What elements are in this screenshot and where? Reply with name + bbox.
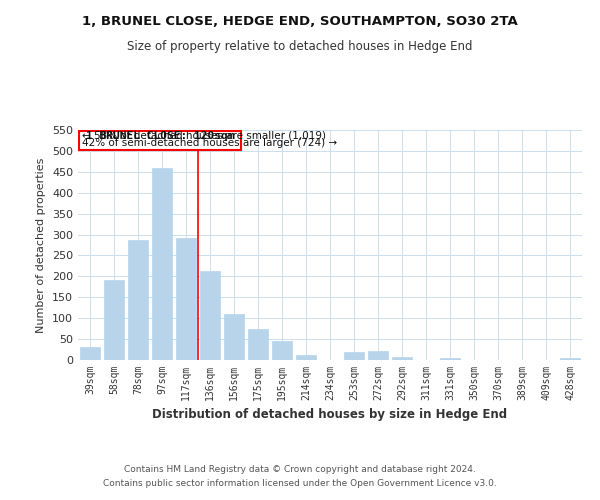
Y-axis label: Number of detached properties: Number of detached properties	[37, 158, 46, 332]
Bar	[440, 358, 460, 360]
Bar	[224, 314, 244, 360]
Bar	[80, 348, 100, 360]
Bar	[272, 341, 292, 360]
Bar	[128, 240, 148, 360]
Bar	[368, 351, 388, 360]
Bar	[296, 354, 316, 360]
Bar	[392, 356, 412, 360]
Bar	[152, 168, 172, 360]
Text: ← 58% of detached houses are smaller (1,019): ← 58% of detached houses are smaller (1,…	[82, 130, 326, 140]
Bar	[344, 352, 364, 360]
Bar	[560, 358, 580, 360]
Bar	[176, 238, 196, 360]
Bar	[104, 280, 124, 360]
Text: Size of property relative to detached houses in Hedge End: Size of property relative to detached ho…	[127, 40, 473, 53]
FancyBboxPatch shape	[79, 131, 241, 150]
Text: 1 BRUNEL CLOSE: 120sqm: 1 BRUNEL CLOSE: 120sqm	[86, 132, 235, 141]
X-axis label: Distribution of detached houses by size in Hedge End: Distribution of detached houses by size …	[152, 408, 508, 422]
Bar	[200, 272, 220, 360]
Text: 42% of semi-detached houses are larger (724) →: 42% of semi-detached houses are larger (…	[82, 138, 337, 147]
Bar	[248, 329, 268, 360]
Text: 1, BRUNEL CLOSE, HEDGE END, SOUTHAMPTON, SO30 2TA: 1, BRUNEL CLOSE, HEDGE END, SOUTHAMPTON,…	[82, 15, 518, 28]
Text: Contains HM Land Registry data © Crown copyright and database right 2024.
Contai: Contains HM Land Registry data © Crown c…	[103, 466, 497, 487]
